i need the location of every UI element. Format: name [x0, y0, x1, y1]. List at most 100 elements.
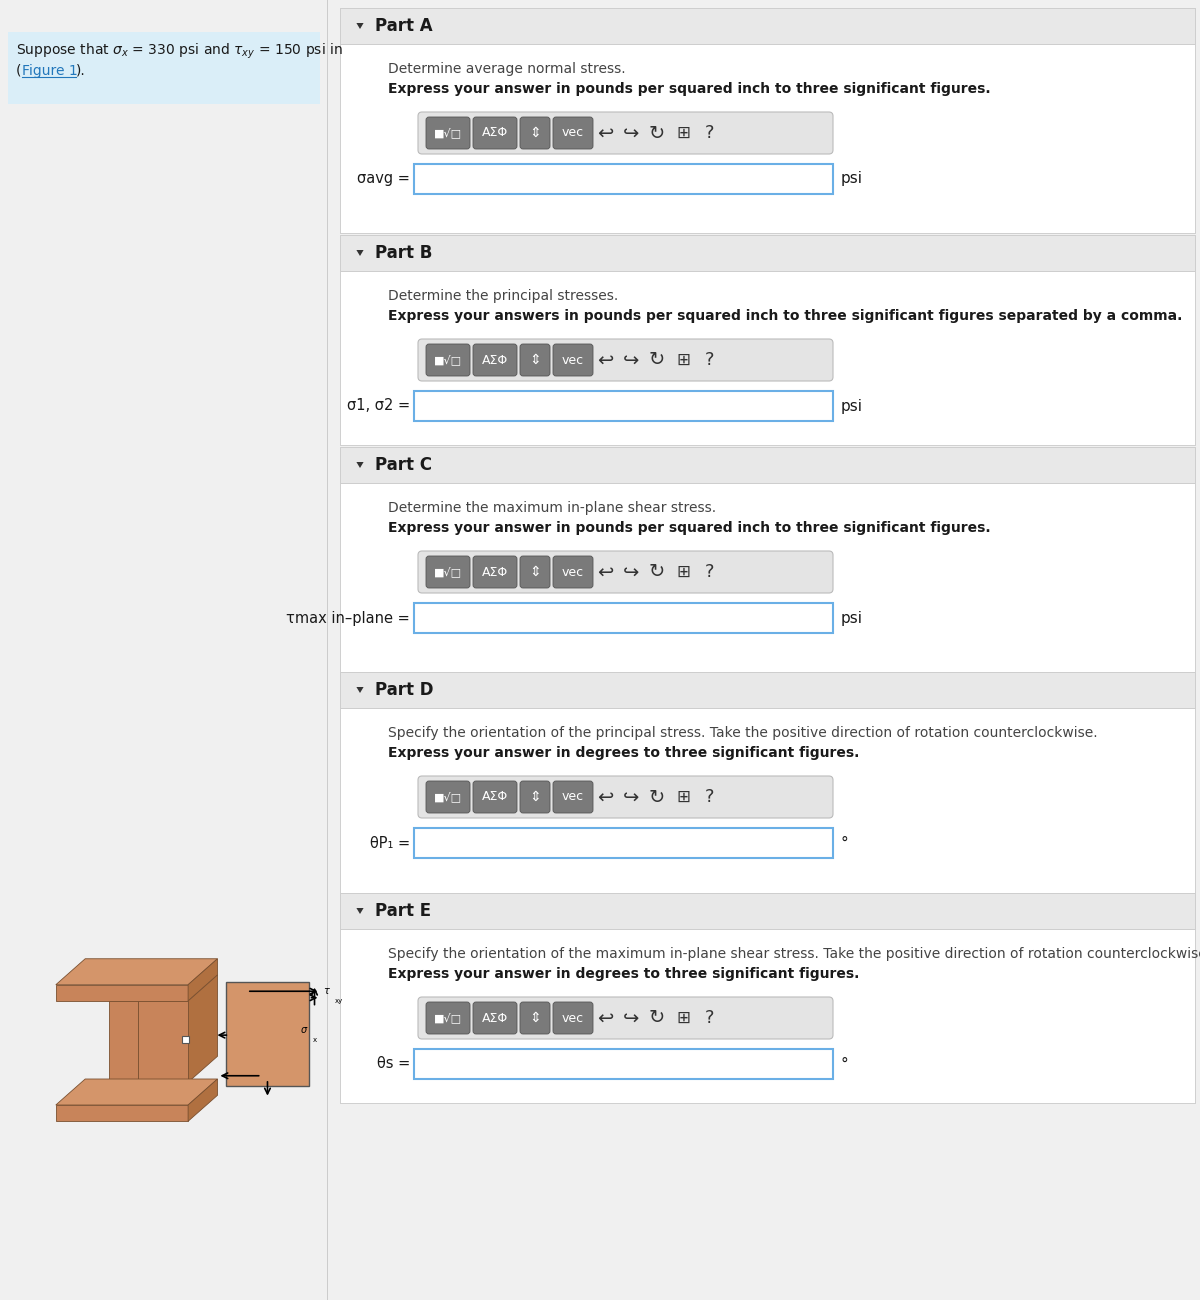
FancyBboxPatch shape — [0, 0, 328, 1300]
Text: σavg =: σavg = — [358, 172, 410, 186]
Text: ΑΣΦ: ΑΣΦ — [482, 126, 508, 139]
Text: vec: vec — [562, 354, 584, 367]
FancyBboxPatch shape — [340, 8, 1195, 44]
FancyBboxPatch shape — [553, 556, 593, 588]
Text: ?: ? — [704, 351, 714, 369]
FancyBboxPatch shape — [340, 8, 1195, 233]
FancyBboxPatch shape — [473, 1002, 517, 1034]
Polygon shape — [356, 462, 364, 468]
FancyBboxPatch shape — [340, 235, 1195, 445]
Text: ↻: ↻ — [649, 788, 665, 806]
Text: ↩: ↩ — [596, 351, 613, 369]
Text: ■√□: ■√□ — [434, 355, 462, 365]
FancyBboxPatch shape — [426, 556, 470, 588]
Text: ΑΣΦ: ΑΣΦ — [482, 566, 508, 578]
Text: ■√□: ■√□ — [434, 127, 462, 138]
Text: ⇕: ⇕ — [529, 566, 541, 578]
FancyBboxPatch shape — [340, 672, 1195, 897]
Text: psi: psi — [841, 172, 863, 186]
Polygon shape — [56, 1079, 217, 1105]
FancyBboxPatch shape — [520, 344, 550, 376]
Text: ⊞: ⊞ — [676, 563, 690, 581]
FancyBboxPatch shape — [340, 893, 1195, 1102]
Text: ↪: ↪ — [623, 788, 640, 806]
Text: ↩: ↩ — [596, 563, 613, 581]
Polygon shape — [56, 985, 188, 1001]
FancyBboxPatch shape — [340, 484, 1195, 677]
Text: Part A: Part A — [374, 17, 433, 35]
Text: ΑΣΦ: ΑΣΦ — [482, 790, 508, 803]
Text: ↩: ↩ — [596, 124, 613, 143]
FancyBboxPatch shape — [520, 117, 550, 150]
Text: $\sigma$: $\sigma$ — [300, 1026, 308, 1035]
Polygon shape — [356, 23, 364, 29]
Text: ■√□: ■√□ — [434, 567, 462, 577]
Polygon shape — [188, 975, 217, 1082]
FancyBboxPatch shape — [418, 997, 833, 1039]
Text: ⇕: ⇕ — [529, 354, 541, 367]
Text: Part E: Part E — [374, 902, 431, 920]
FancyBboxPatch shape — [520, 556, 550, 588]
Polygon shape — [56, 959, 217, 985]
FancyBboxPatch shape — [340, 44, 1195, 233]
Text: ↻: ↻ — [649, 563, 665, 581]
Text: Express your answer in pounds per squared inch to three significant figures.: Express your answer in pounds per square… — [388, 521, 991, 536]
Text: ↻: ↻ — [649, 351, 665, 369]
Text: ⊞: ⊞ — [676, 124, 690, 142]
Text: Determine the maximum in-plane shear stress.: Determine the maximum in-plane shear str… — [388, 500, 716, 515]
FancyBboxPatch shape — [418, 112, 833, 153]
FancyBboxPatch shape — [418, 551, 833, 593]
Text: vec: vec — [562, 790, 584, 803]
Text: ↻: ↻ — [649, 124, 665, 143]
FancyBboxPatch shape — [340, 672, 1195, 708]
FancyBboxPatch shape — [340, 893, 1195, 929]
Text: Suppose that $\sigma_x$ = 330 psi and $\tau_{xy}$ = 150 psi in: Suppose that $\sigma_x$ = 330 psi and $\… — [16, 42, 343, 61]
FancyBboxPatch shape — [426, 781, 470, 812]
Text: ↩: ↩ — [596, 788, 613, 806]
FancyBboxPatch shape — [418, 776, 833, 818]
Text: ↪: ↪ — [623, 351, 640, 369]
FancyBboxPatch shape — [418, 339, 833, 381]
Text: ⇕: ⇕ — [529, 790, 541, 803]
FancyBboxPatch shape — [553, 117, 593, 150]
FancyBboxPatch shape — [340, 930, 1195, 1102]
Text: psi: psi — [841, 399, 863, 413]
Text: Part B: Part B — [374, 244, 432, 263]
Polygon shape — [56, 1105, 188, 1121]
Polygon shape — [356, 907, 364, 914]
FancyBboxPatch shape — [414, 1049, 833, 1079]
Text: ↩: ↩ — [596, 1009, 613, 1027]
FancyBboxPatch shape — [340, 447, 1195, 677]
FancyBboxPatch shape — [414, 603, 833, 633]
Polygon shape — [109, 1001, 138, 1082]
Text: Express your answer in degrees to three significant figures.: Express your answer in degrees to three … — [388, 967, 859, 982]
FancyBboxPatch shape — [473, 556, 517, 588]
Text: ↪: ↪ — [623, 1009, 640, 1027]
Text: ⊞: ⊞ — [676, 788, 690, 806]
Text: ↪: ↪ — [623, 124, 640, 143]
FancyBboxPatch shape — [414, 391, 833, 421]
Text: ΑΣΦ: ΑΣΦ — [482, 1011, 508, 1024]
Text: °: ° — [841, 836, 848, 850]
Text: ?: ? — [704, 788, 714, 806]
FancyBboxPatch shape — [553, 344, 593, 376]
Text: ).: ). — [76, 64, 85, 78]
Text: ?: ? — [704, 563, 714, 581]
FancyBboxPatch shape — [426, 344, 470, 376]
FancyBboxPatch shape — [227, 982, 308, 1086]
Text: σ1, σ2 =: σ1, σ2 = — [347, 399, 410, 413]
FancyBboxPatch shape — [340, 235, 1195, 270]
Text: ΑΣΦ: ΑΣΦ — [482, 354, 508, 367]
Text: Specify the orientation of the principal stress. Take the positive direction of : Specify the orientation of the principal… — [388, 725, 1098, 740]
Text: Determine average normal stress.: Determine average normal stress. — [388, 62, 625, 75]
FancyBboxPatch shape — [473, 344, 517, 376]
FancyBboxPatch shape — [414, 828, 833, 858]
Text: ⊞: ⊞ — [676, 351, 690, 369]
FancyBboxPatch shape — [520, 781, 550, 812]
Polygon shape — [356, 250, 364, 256]
FancyBboxPatch shape — [414, 164, 833, 194]
Text: ⇕: ⇕ — [529, 126, 541, 140]
Polygon shape — [188, 1079, 217, 1121]
Text: psi: psi — [841, 611, 863, 625]
Text: (: ( — [16, 64, 22, 78]
